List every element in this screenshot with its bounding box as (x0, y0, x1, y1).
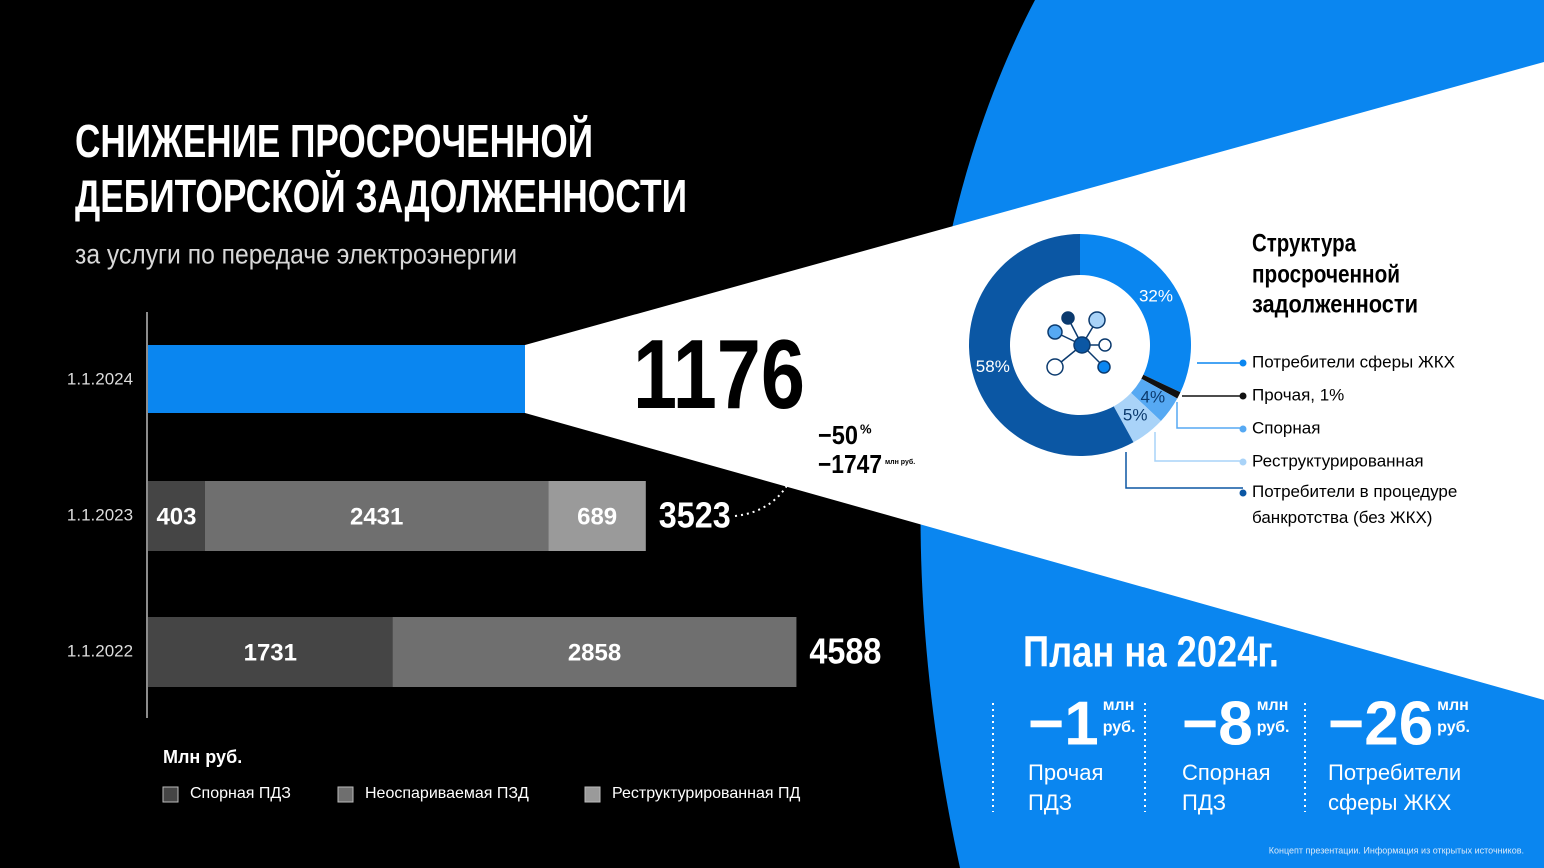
plan-value: −26 (1328, 689, 1433, 758)
bar-segment (148, 617, 393, 687)
plan-unit: руб. (1257, 719, 1290, 736)
bar-segment (204, 481, 549, 551)
donut-title-line: просроченной (1252, 261, 1400, 289)
plan-unit: млн (1257, 697, 1289, 714)
change-amount: −1747 (818, 449, 882, 479)
legend-dot (1239, 458, 1247, 466)
legend-swatch (584, 786, 601, 803)
funnel (525, 62, 1544, 700)
plan-label: ПДЗ (1028, 790, 1072, 815)
legend-dot (1239, 392, 1247, 400)
total-label: 4588 (809, 631, 881, 672)
legend-dot (1239, 359, 1247, 367)
bar-segment (148, 481, 205, 551)
plan-title: План на 2024г. (1023, 628, 1279, 677)
plan-value: −1 (1028, 689, 1099, 758)
donut-slice (1141, 374, 1181, 399)
plan-label: сферы ЖКХ (1328, 790, 1452, 815)
legend-swatch (162, 786, 179, 803)
plan-unit: руб. (1437, 719, 1470, 736)
network-icon (1046, 311, 1112, 376)
bar-segment (392, 617, 797, 687)
legend-label: Потребители в процедуре банкротства (без … (1252, 482, 1457, 527)
category-label: 1.1.2024 (67, 369, 133, 388)
legend-label: Реструктурированная ПД (612, 785, 800, 802)
title-line: СНИЖЕНИЕ ПРОСРОЧЕННОЙ (75, 115, 593, 167)
plan-label: Потребители (1328, 760, 1461, 785)
category-label: 1.1.2022 (67, 641, 133, 660)
legend-dot (1239, 489, 1247, 497)
change-percent: −50 (818, 420, 858, 450)
category-label: 1.1.2023 (67, 505, 133, 524)
footer: Концепт презентации. Информация из откры… (1269, 845, 1524, 855)
plan-label: Прочая (1028, 760, 1103, 785)
legend-dot (1239, 425, 1247, 433)
title-line: ДЕБИТОРСКОЙ ЗАДОЛЖЕННОСТИ (75, 170, 687, 222)
plan-unit: руб. (1103, 719, 1136, 736)
legend-connectors (1125, 362, 1243, 489)
legend-label: Прочая, 1% (1252, 385, 1344, 404)
donut-slice (969, 234, 1134, 456)
donut-slice (1113, 392, 1161, 443)
slice-label: 58% (976, 357, 1010, 376)
donut-title: Структура просроченной задолженности (1252, 230, 1418, 319)
value-label: 1731 (244, 639, 297, 666)
donut-title-line: Структура (1252, 230, 1357, 258)
total-label: 3523 (659, 495, 731, 536)
legend-label: Спорная (1252, 418, 1320, 437)
value-label: 689 (577, 503, 617, 530)
total-label: 1176 (633, 319, 805, 429)
plan-label: Спорная (1182, 760, 1271, 785)
arrow-head (793, 409, 807, 425)
value-label: 403 (156, 503, 196, 530)
subtitle: за услуги по передаче электроэнергии (75, 238, 517, 269)
legend-label: Неоспариваемая ПЗД (365, 785, 529, 802)
plan-unit: млн (1103, 697, 1135, 714)
donut-slice (1131, 378, 1178, 421)
legend-label: Потребители сферы ЖКХ (1252, 352, 1455, 371)
legend-label-line: Потребители в процедуре (1252, 482, 1457, 501)
change-unit: % (860, 421, 872, 436)
legend-label-line: банкротства (без ЖКХ) (1252, 508, 1432, 527)
value-label: 2431 (350, 503, 403, 530)
slice-label: 4% (1141, 387, 1166, 406)
donut-title-line: задолженности (1252, 291, 1418, 319)
unit-label: Млн руб. (163, 747, 242, 767)
legend-label: Реструктурированная (1252, 451, 1424, 470)
slice-label: 32% (1139, 286, 1173, 305)
value-label: 2858 (568, 639, 621, 666)
slice-label: 5% (1123, 406, 1148, 425)
change-unit: млн руб. (885, 458, 915, 466)
legend-swatch (337, 786, 354, 803)
plan-dividers (992, 703, 1306, 812)
bar-segment (548, 481, 646, 551)
donut-slice (1080, 234, 1192, 393)
plan-value: −8 (1182, 689, 1253, 758)
plan-label: ПДЗ (1182, 790, 1226, 815)
plan-unit: млн (1437, 697, 1469, 714)
highlight-bar (148, 345, 525, 413)
legend-label: Спорная ПДЗ (190, 785, 291, 802)
